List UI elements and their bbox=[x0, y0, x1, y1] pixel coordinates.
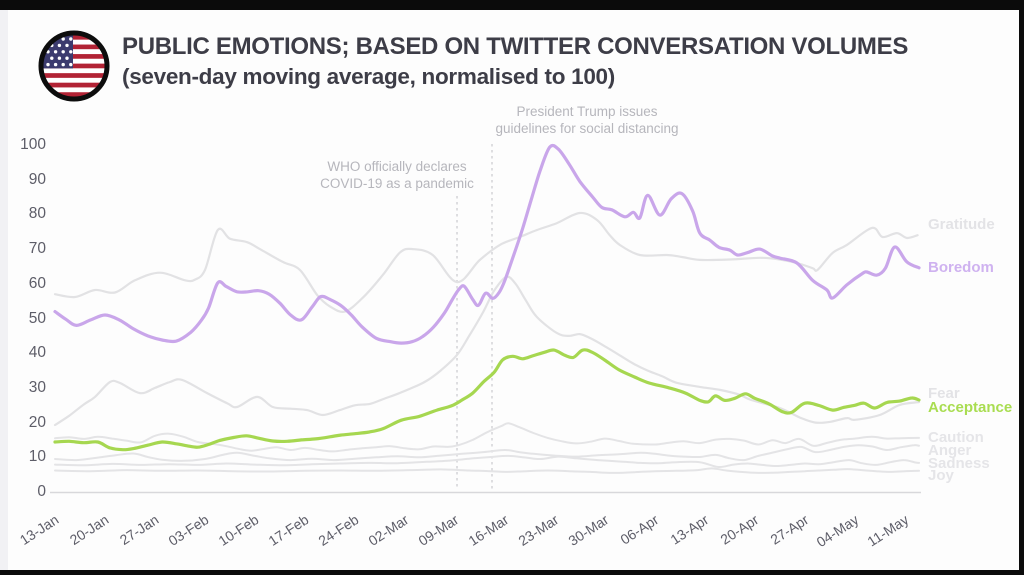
series-label-fear: Fear bbox=[928, 385, 960, 403]
y-tick-label: 40 bbox=[28, 344, 46, 362]
letterbox-bottom bbox=[0, 570, 1024, 575]
y-tick-label: 10 bbox=[28, 448, 46, 466]
series-line-joy bbox=[54, 467, 920, 474]
y-tick-label: 70 bbox=[28, 240, 46, 258]
letterbox-top bbox=[0, 0, 1024, 10]
series-line-sadness bbox=[54, 454, 920, 469]
series-line-boredom bbox=[53, 143, 921, 345]
series-line-fear bbox=[53, 275, 921, 427]
annotation-text-0: WHO officially declares COVID-19 as a pan… bbox=[320, 159, 474, 191]
series-label-joy: Joy bbox=[928, 467, 954, 485]
y-tick-label: 80 bbox=[28, 205, 46, 223]
y-tick-label: 100 bbox=[20, 136, 46, 153]
series-line-caution bbox=[54, 422, 920, 453]
y-tick-label: 20 bbox=[28, 413, 46, 431]
annotation-text-1: President Trump issues guidelines for soc… bbox=[495, 104, 679, 136]
page-subtitle: (seven-day moving average, normalised to… bbox=[122, 64, 615, 89]
series-label-acceptance: Acceptance bbox=[928, 399, 1013, 417]
series-line-anger bbox=[54, 444, 920, 462]
series-line-acceptance bbox=[53, 348, 921, 452]
chart-title-block: PUBLIC EMOTIONS; BASED ON TWITTER CONVER… bbox=[122, 33, 908, 90]
y-tick-label: 90 bbox=[28, 170, 46, 188]
y-tick-label: 0 bbox=[37, 483, 46, 500]
y-tick-label: 60 bbox=[28, 274, 46, 292]
series-line-gratitude bbox=[53, 211, 919, 313]
series-label-sadness: Sadness bbox=[928, 454, 990, 472]
left-gutter bbox=[0, 10, 8, 570]
y-tick-label: 50 bbox=[28, 309, 46, 327]
us-flag-icon bbox=[38, 30, 110, 102]
y-tick-label: 30 bbox=[28, 378, 46, 396]
page-title: PUBLIC EMOTIONS; BASED ON TWITTER CONVER… bbox=[122, 33, 909, 60]
series-label-anger: Anger bbox=[928, 442, 972, 460]
letterbox-right bbox=[1019, 0, 1024, 575]
series-label-gratitude: Gratitude bbox=[928, 215, 995, 233]
series-label-caution: Caution bbox=[928, 428, 984, 446]
series-label-boredom: Boredom bbox=[928, 259, 994, 277]
